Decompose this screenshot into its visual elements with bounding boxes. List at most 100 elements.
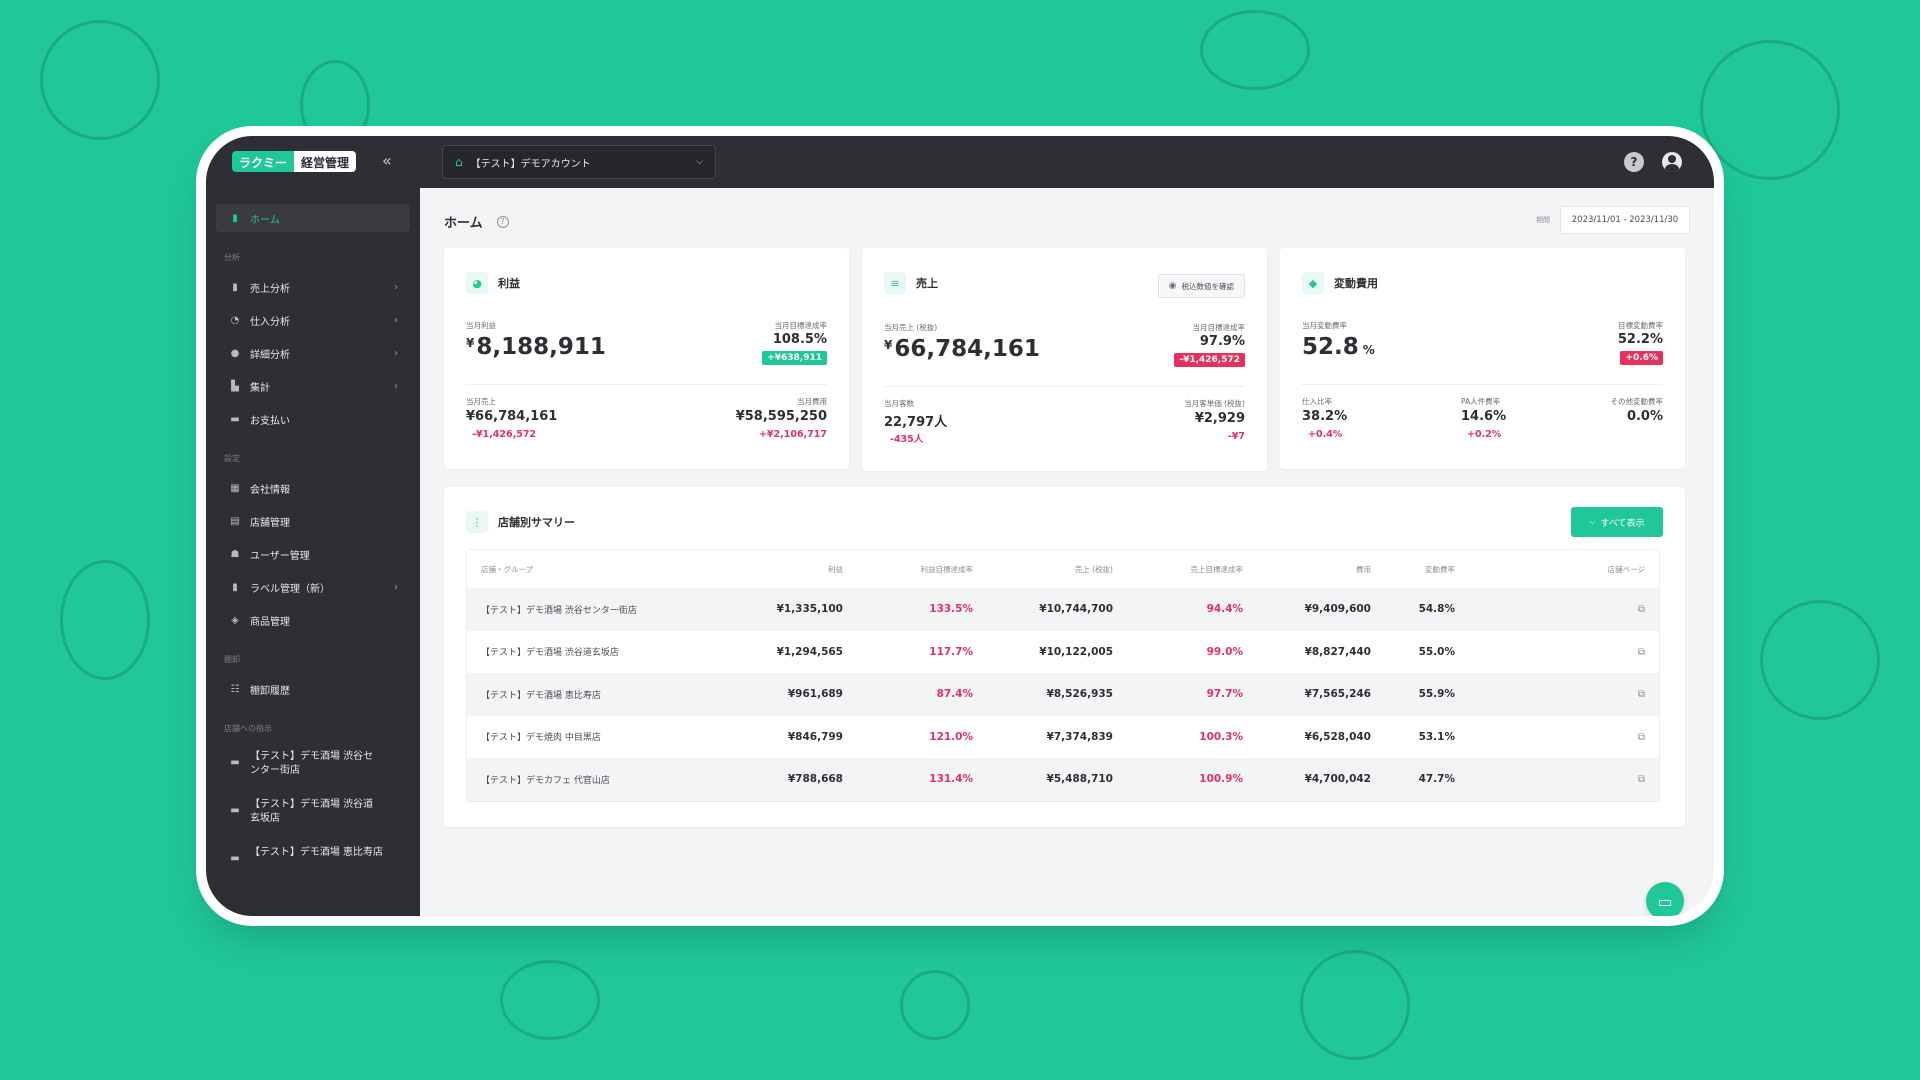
sidebar-item-company[interactable]: ▦ 会社情報 — [216, 474, 410, 502]
store-name: 【テスト】デモカフェ 代官山店 — [467, 758, 767, 801]
chevron-down-icon: ⌵ — [1589, 517, 1596, 526]
profit-cell: ¥788,668 — [767, 758, 847, 801]
sidebar-item-detail-analysis[interactable]: ● 詳細分析 › — [216, 339, 410, 367]
page-title: ホーム — [444, 216, 483, 231]
target-diff-badge: +0.6% — [1620, 351, 1663, 365]
help-icon[interactable]: ? — [496, 215, 509, 228]
target-rate-label: 当月目標達成率 — [1192, 323, 1246, 332]
account-select[interactable]: ⌂ 【テスト】デモアカウント ⌵ — [442, 145, 716, 179]
sales-cell: ¥8,526,935 — [977, 673, 1117, 716]
collapse-sidebar-icon[interactable]: « — [382, 151, 392, 170]
target-rate-label: 目標変動費率 — [1618, 321, 1663, 330]
brand-part2: 経営管理 — [294, 151, 357, 172]
card-title: 店舗別サマリー — [498, 516, 575, 529]
sidebar-item-label: 商品管理 — [250, 616, 290, 628]
sidebar-item-store-1[interactable]: ▬ 【テスト】デモ酒場 渋谷センター街店 — [216, 744, 410, 784]
variable-rate-cell: 55.9% — [1375, 673, 1459, 716]
sidebar-item-label: 詳細分析 — [250, 349, 290, 361]
month-profit-label: 当月利益 — [466, 321, 496, 330]
pie-chart-icon: ◔ — [230, 314, 240, 326]
page-header: ホーム ? — [444, 212, 509, 231]
store-name: 【テスト】デモ酒場 恵比寿店 — [467, 673, 767, 716]
card-icon: ▬ — [230, 413, 240, 425]
external-link-icon[interactable]: ⧉ — [1637, 774, 1645, 786]
store-icon: ⌂ — [455, 155, 463, 169]
target-rate-label: 当月目標達成率 — [774, 321, 828, 330]
label-icon: ▮ — [232, 581, 238, 593]
table-row: 【テスト】デモ焼肉 中目黒店 ¥846,799 121.0% ¥7,374,83… — [467, 715, 1659, 758]
variable-rate-label: 当月変動費率 — [1302, 321, 1347, 330]
view-tax-included-button[interactable]: ◉ 税込数値を確認 — [1157, 274, 1245, 298]
sidebar-item-store-2[interactable]: ▬ 【テスト】デモ酒場 渋谷道玄坂店 — [216, 792, 410, 832]
month-sales-label: 当月売上 — [466, 397, 496, 406]
sidebar-item-label: 【テスト】デモ酒場 渋谷センター街店 — [250, 751, 374, 776]
profit-cell: ¥1,294,565 — [767, 630, 847, 673]
store-page-cell: ⧉ — [1459, 758, 1659, 801]
profit-target-cell: 87.4% — [847, 673, 977, 716]
target-rate-value: 108.5% — [772, 332, 827, 347]
table-row: 【テスト】デモ酒場 渋谷道玄坂店 ¥1,294,565 117.7% ¥10,1… — [467, 630, 1659, 673]
sidebar-item-products[interactable]: ◈ 商品管理 — [216, 606, 410, 634]
sidebar-item-inventory-history[interactable]: ☷ 棚卸履歴 — [216, 675, 410, 703]
sidebar-item-labels[interactable]: ▮ ラベル管理（新） › — [216, 573, 410, 601]
sales-icon: ≡ — [884, 272, 906, 294]
month-sales-diff: -¥1,426,572 — [472, 429, 537, 440]
column-header[interactable]: 利益目標達成率 — [847, 550, 977, 588]
help-icon[interactable]: ? — [1624, 152, 1644, 172]
sidebar-item-purchase-analysis[interactable]: ◔ 仕入分析 › — [216, 306, 410, 334]
user-avatar-icon[interactable] — [1662, 152, 1682, 172]
sidebar-item-label: 売上分析 — [250, 283, 290, 295]
column-header[interactable]: 売上目標達成率 — [1117, 550, 1247, 588]
sidebar-item-users[interactable]: ☗ ユーザー管理 — [216, 540, 410, 568]
sidebar-item-sales-analysis[interactable]: ▮ 売上分析 › — [216, 273, 410, 301]
target-rate-value: 52.2% — [1617, 332, 1663, 347]
divider — [1302, 384, 1663, 385]
sidebar-item-stores[interactable]: ▤ 店舗管理 — [216, 507, 410, 535]
list-icon: ☷ — [230, 683, 240, 695]
sidebar-item-home[interactable]: ▮ ホーム — [216, 204, 410, 232]
chevron-right-icon: › — [394, 380, 398, 392]
sidebar-item-aggregate[interactable]: ▙ 集計 › — [216, 372, 410, 400]
target-rate-value: 97.9% — [1199, 334, 1245, 349]
variable-rate-cell: 55.0% — [1375, 630, 1459, 673]
divider — [884, 386, 1245, 387]
purchase-ratio-value: 38.2% — [1302, 409, 1348, 424]
sidebar-item-store-3[interactable]: ▬ 【テスト】デモ酒場 恵比寿店 — [216, 840, 410, 872]
sidebar-item-label: 会社情報 — [250, 484, 290, 496]
column-header[interactable]: 変動費率 — [1375, 550, 1459, 588]
card-title: 利益 — [498, 277, 520, 290]
column-header[interactable]: 売上 (税抜) — [977, 550, 1117, 588]
external-link-icon[interactable]: ⧉ — [1637, 604, 1645, 616]
brand-logo[interactable]: ラクミー 経営管理 — [232, 151, 357, 172]
column-header[interactable]: 費用 — [1247, 550, 1375, 588]
period-date-range-input[interactable]: 2023/11/01 - 2023/11/30 — [1560, 206, 1690, 234]
avg-spend-diff: -¥7 — [1227, 431, 1245, 442]
store-summary-table: 店舗・グループ 利益 利益目標達成率 売上 (税抜) 売上目標達成率 費用 変動… — [466, 549, 1660, 802]
sidebar-item-label: 集計 — [250, 382, 270, 394]
top-bar: ラクミー 経営管理 « ⌂ 【テスト】デモアカウント ⌵ ? — [206, 136, 1714, 188]
chevron-down-icon: ⌵ — [696, 157, 703, 167]
building-icon: ▦ — [230, 482, 240, 494]
cost-cell: ¥8,827,440 — [1247, 630, 1375, 673]
store-name: 【テスト】デモ酒場 渋谷センター街店 — [467, 588, 767, 631]
table-row: 【テスト】デモカフェ 代官山店 ¥788,668 131.4% ¥5,488,7… — [467, 758, 1659, 801]
month-profit-value: ¥8,188,911 — [466, 334, 606, 360]
cost-cell: ¥4,700,042 — [1247, 758, 1375, 801]
yen-symbol: ¥ — [466, 336, 475, 350]
avg-spend-value: ¥2,929 — [1194, 411, 1245, 426]
profit-cell: ¥1,335,100 — [767, 588, 847, 631]
column-header[interactable]: 利益 — [767, 550, 847, 588]
other-variable-label: その他変動費率 — [1610, 397, 1664, 406]
external-link-icon[interactable]: ⧉ — [1637, 731, 1645, 743]
external-link-icon[interactable]: ⧉ — [1637, 646, 1645, 658]
sales-target-cell: 97.7% — [1117, 673, 1247, 716]
show-all-button[interactable]: ⌵ すべて表示 — [1571, 507, 1663, 537]
chat-support-icon[interactable]: ▭ — [1646, 882, 1684, 916]
month-cost-value: ¥58,595,250 — [735, 409, 827, 424]
column-header[interactable]: 店舗・グループ — [467, 550, 767, 588]
profit-target-cell: 133.5% — [847, 588, 977, 631]
avg-spend-label: 当月客単価 (税抜) — [1184, 399, 1245, 408]
external-link-icon[interactable]: ⧉ — [1637, 689, 1645, 701]
main-content: ホーム ? 期間 2023/11/01 - 2023/11/30 ◕ 利益 当月… — [420, 188, 1714, 916]
sidebar-item-payments[interactable]: ▬ お支払い — [216, 405, 410, 433]
